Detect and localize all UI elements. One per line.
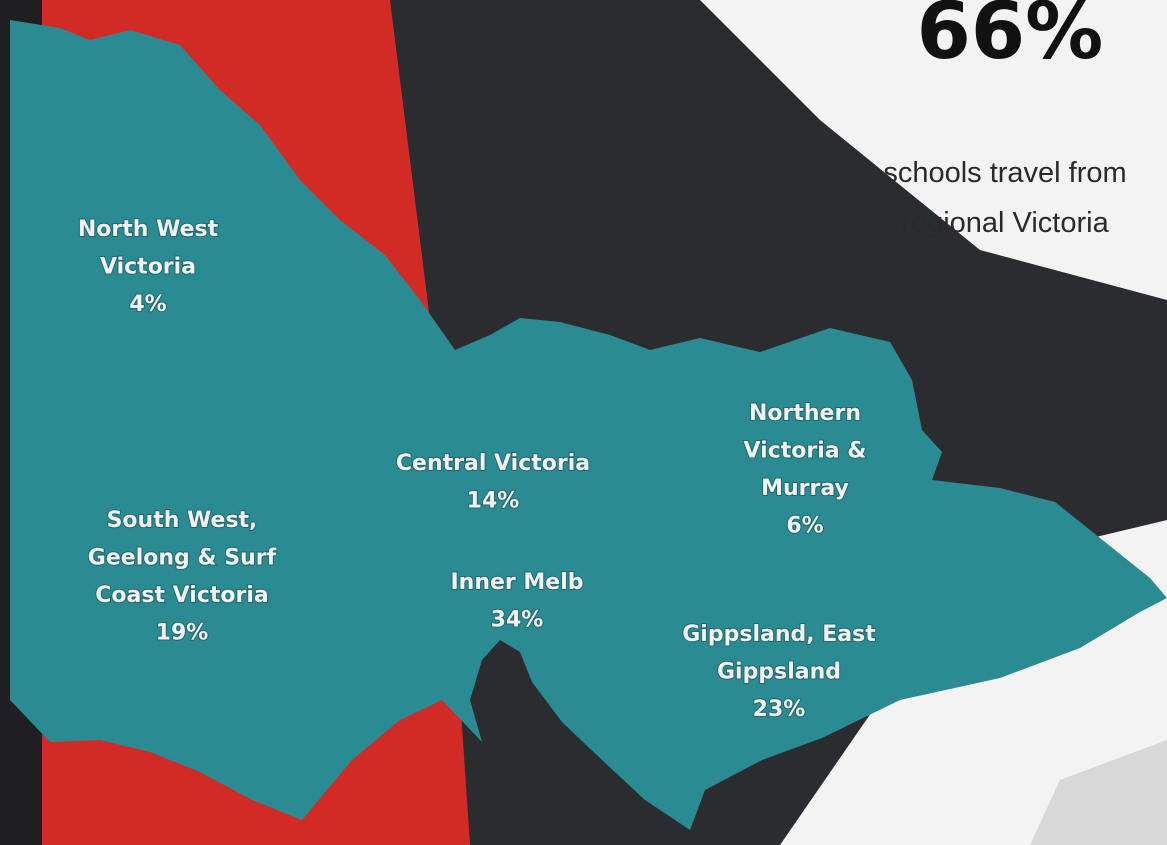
page: 66% schools travel from regional Victori… (0, 0, 1167, 845)
infographic: 66% schools travel from regional Victori… (0, 0, 1167, 845)
region-name: Gippsland, East (682, 622, 876, 647)
region-name: Victoria & (744, 439, 867, 464)
region-name: Inner Melb (450, 570, 583, 595)
headline-value: 66% (917, 0, 1104, 77)
region-value: 4% (129, 292, 166, 317)
region-name: Northern (749, 401, 861, 426)
region-name: Geelong & Surf (88, 546, 277, 571)
region-value: 19% (156, 621, 209, 646)
region-value: 34% (491, 608, 544, 633)
headline-caption: regional Victoria (901, 207, 1109, 239)
region-name: South West, (107, 508, 258, 533)
region-name: Victoria (100, 255, 196, 280)
region-name: Central Victoria (396, 451, 590, 476)
region-name: Coast Victoria (95, 583, 268, 608)
region-value: 23% (753, 697, 806, 722)
headline-caption: schools travel from (883, 157, 1126, 189)
region-value: 14% (467, 489, 520, 514)
region-name: Murray (761, 476, 849, 501)
region-value: 6% (786, 514, 823, 539)
region-name: North West (78, 217, 219, 242)
region-name: Gippsland (717, 660, 841, 685)
